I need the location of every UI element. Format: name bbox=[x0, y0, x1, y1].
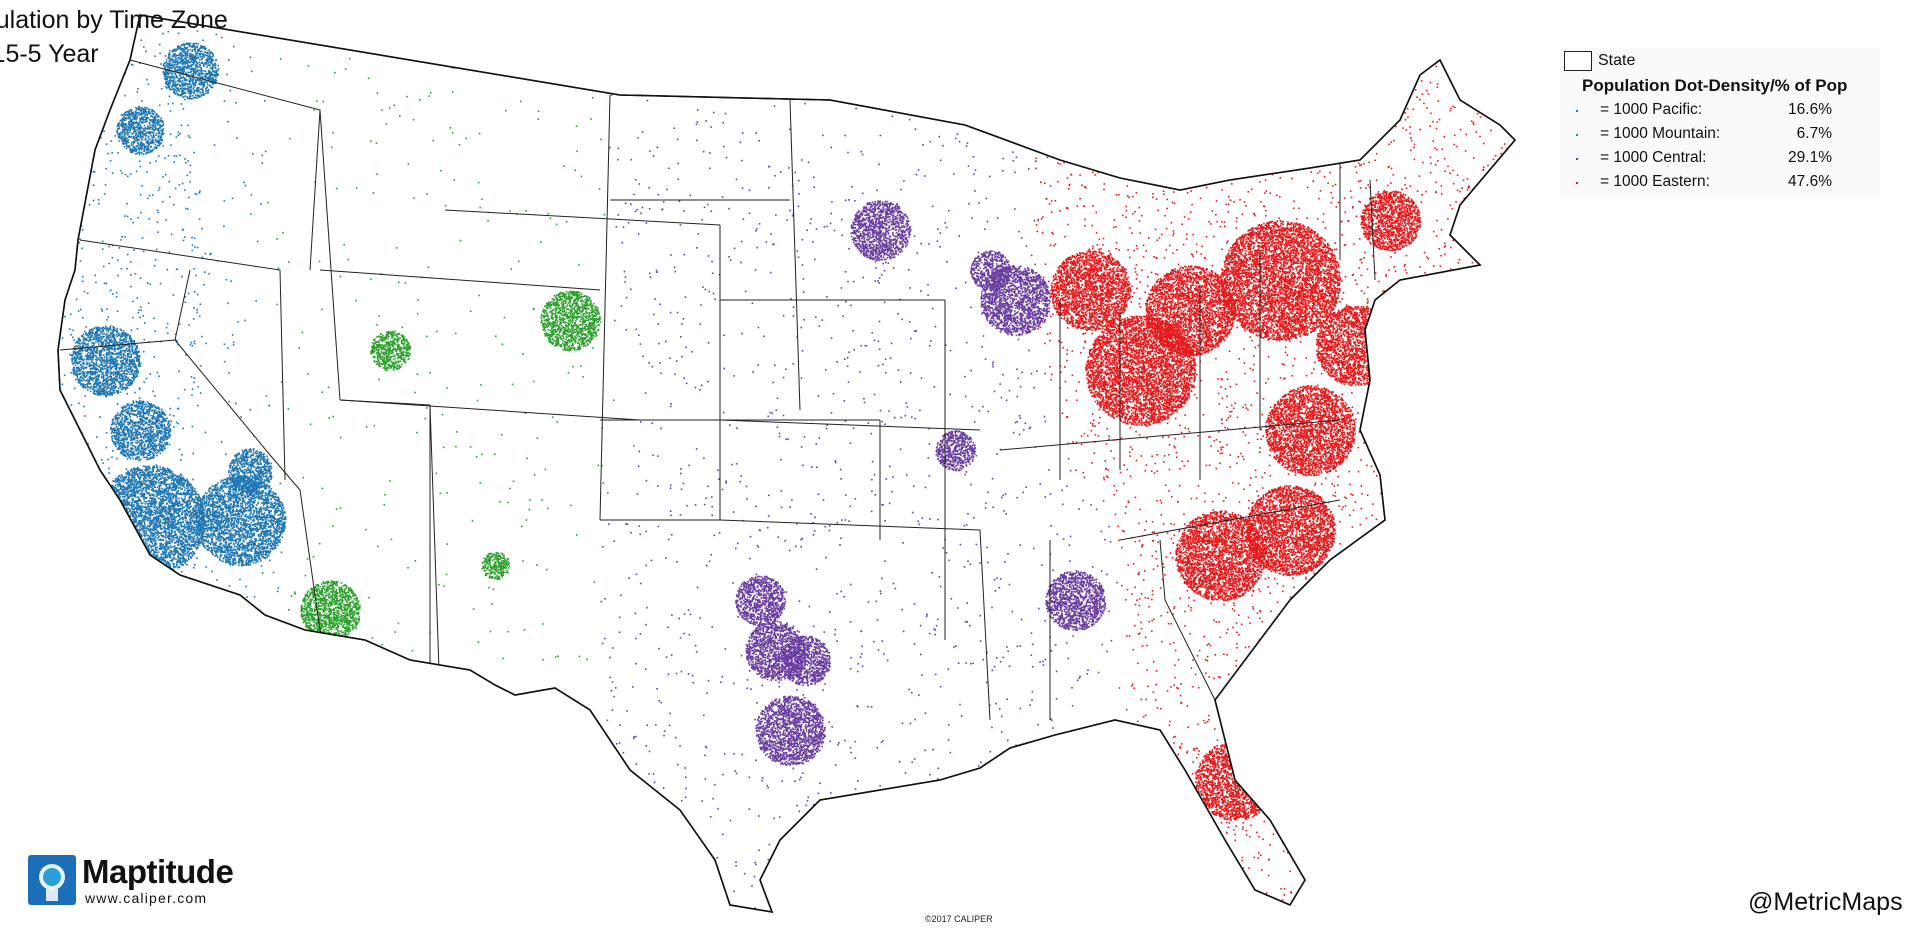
eastern-dot-swatch bbox=[1576, 182, 1578, 184]
state-border-line bbox=[79, 239, 286, 481]
legend-percent-eastern: 47.6% bbox=[1772, 173, 1832, 191]
state-border-line bbox=[979, 529, 991, 721]
legend-heading: Population Dot-Density/% of Pop bbox=[1582, 76, 1847, 96]
attribution-handle: @MetricMaps bbox=[1748, 888, 1903, 917]
state-border-line bbox=[789, 99, 801, 411]
state-border-line bbox=[174, 339, 301, 491]
legend-row-central: = 1000 Central: 29.1% bbox=[1576, 148, 1876, 170]
legend-label-mountain: = 1000 Mountain: bbox=[1600, 125, 1720, 143]
pacific-dot-swatch bbox=[1576, 110, 1578, 112]
central-dot-swatch bbox=[1576, 158, 1578, 160]
map-legend: State Population Dot-Density/% of Pop = … bbox=[1560, 48, 1880, 196]
copyright-notice: ©2017 CALIPER bbox=[925, 914, 993, 924]
legend-percent-mountain: 6.7% bbox=[1772, 125, 1832, 143]
legend-percent-central: 29.1% bbox=[1772, 149, 1832, 167]
state-border-line bbox=[319, 109, 341, 401]
legend-row-mountain: = 1000 Mountain: 6.7% bbox=[1576, 124, 1876, 146]
state-borders bbox=[59, 59, 1376, 721]
map-subtitle: ACS 2015-5 Year bbox=[0, 40, 962, 69]
legend-label-central: = 1000 Central: bbox=[1600, 149, 1706, 167]
globe-head-icon bbox=[28, 855, 76, 905]
state-border-line bbox=[444, 209, 721, 226]
legend-row-eastern: = 1000 Eastern: 47.6% bbox=[1576, 172, 1876, 194]
state-border-line bbox=[1159, 539, 1216, 701]
legend-state-label: State bbox=[1598, 52, 1635, 70]
state-border-line bbox=[319, 269, 601, 291]
state-border-line bbox=[719, 419, 981, 431]
state-border-line bbox=[719, 519, 981, 531]
logo-wordmark: Maptitude bbox=[82, 853, 234, 891]
legend-row-pacific: = 1000 Pacific: 16.6% bbox=[1576, 100, 1876, 122]
maptitude-logo: Maptitude www.caliper.com bbox=[28, 853, 248, 907]
legend-state-entry: State bbox=[1564, 50, 1635, 72]
legend-label-pacific: = 1000 Pacific: bbox=[1600, 101, 1702, 119]
mountain-dot-swatch bbox=[1576, 134, 1578, 136]
map-title: Contiguous US Population by Time Zone bbox=[0, 6, 962, 35]
legend-percent-pacific: 16.6% bbox=[1772, 101, 1832, 119]
logo-url: www.caliper.com bbox=[85, 890, 207, 906]
state-swatch bbox=[1564, 51, 1592, 71]
state-border-line bbox=[599, 94, 611, 521]
legend-label-eastern: = 1000 Eastern: bbox=[1600, 173, 1710, 191]
state-border-line bbox=[1369, 179, 1376, 281]
state-border-line bbox=[999, 419, 1341, 451]
state-border-line bbox=[339, 399, 641, 421]
state-border-line bbox=[1119, 499, 1341, 541]
